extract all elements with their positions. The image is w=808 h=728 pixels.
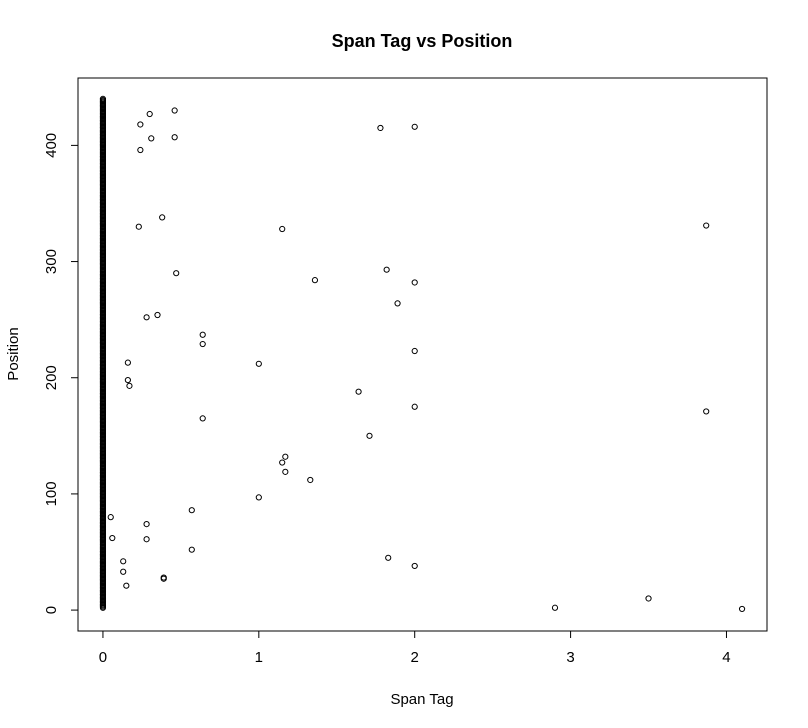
data-point — [411, 123, 418, 130]
x-tick-label: 1 — [255, 649, 263, 666]
data-point — [123, 582, 130, 589]
data-point — [199, 331, 206, 338]
data-point — [171, 107, 178, 114]
x-tick-label: 4 — [722, 649, 730, 666]
data-point — [307, 476, 314, 484]
data-point — [135, 223, 142, 230]
data-point — [282, 468, 289, 475]
x-tick-label: 2 — [411, 649, 419, 666]
data-point — [107, 514, 114, 521]
data-point — [551, 604, 559, 611]
y-tick-label: 100 — [43, 481, 60, 506]
data-point — [143, 314, 150, 321]
data-point — [120, 568, 127, 575]
data-point — [255, 360, 262, 367]
data-point — [383, 266, 390, 273]
data-point — [411, 279, 418, 286]
data-point — [385, 554, 392, 561]
data-point — [645, 595, 652, 602]
data-point — [255, 494, 262, 501]
y-tick-label: 200 — [43, 365, 60, 390]
data-point — [159, 214, 166, 221]
data-point — [109, 534, 116, 542]
data-point — [279, 225, 286, 233]
x-axis-title: Span Tag — [390, 691, 453, 708]
data-point — [124, 359, 131, 366]
x-tick-label: 3 — [566, 649, 574, 666]
data-point — [411, 403, 418, 410]
data-point — [355, 388, 362, 395]
data-point — [137, 146, 144, 154]
y-tick-label: 0 — [43, 606, 60, 614]
data-point — [377, 124, 384, 132]
data-point — [173, 270, 180, 277]
data-point — [171, 134, 178, 141]
data-point — [160, 575, 167, 582]
data-point — [148, 135, 155, 142]
data-point — [199, 415, 206, 422]
data-point — [146, 110, 153, 118]
data-point — [154, 311, 161, 319]
data-point — [120, 558, 127, 565]
data-point — [188, 507, 195, 514]
data-point — [126, 382, 133, 389]
y-tick-label: 400 — [43, 133, 60, 158]
data-point — [411, 562, 418, 570]
data-point — [188, 546, 195, 553]
data-point — [703, 222, 710, 229]
data-point — [279, 459, 286, 466]
data-point — [143, 536, 150, 543]
chart-title: Span Tag vs Position — [332, 31, 513, 51]
data-point — [411, 347, 418, 355]
data-point — [282, 453, 289, 460]
plot-frame — [77, 77, 768, 632]
y-tick-label: 300 — [43, 249, 60, 274]
data-point — [124, 376, 131, 384]
data-point — [366, 432, 373, 439]
data-point — [394, 300, 401, 307]
y-axis-title: Position — [5, 327, 22, 380]
data-point — [738, 605, 746, 613]
x-tick-label: 0 — [99, 649, 107, 666]
data-point — [311, 277, 319, 284]
data-points — [99, 95, 746, 613]
data-point — [199, 340, 206, 348]
data-point — [143, 521, 150, 528]
data-point — [703, 408, 710, 415]
data-point — [99, 95, 107, 103]
data-point — [137, 121, 144, 128]
x-axis: 0 1 2 3 4 — [99, 630, 731, 666]
y-axis: 0 100 200 300 400 — [43, 133, 79, 614]
